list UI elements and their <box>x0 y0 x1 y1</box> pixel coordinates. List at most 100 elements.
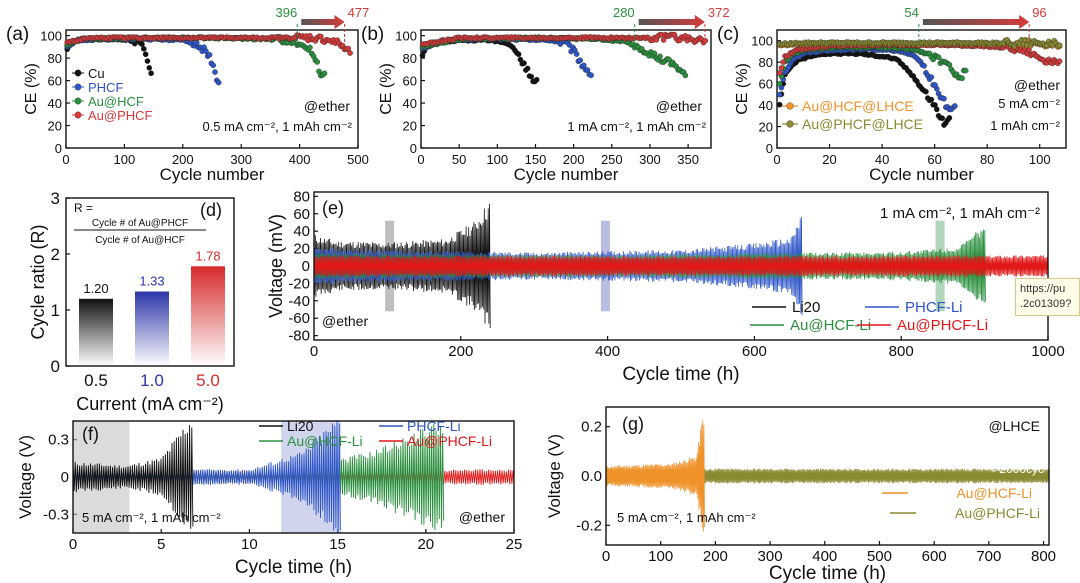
data-point <box>651 50 658 57</box>
y-tick-label: 60 <box>759 77 773 92</box>
legend-label: PHCF-Li <box>407 418 461 434</box>
plot-frame <box>420 29 712 149</box>
y-tick-label: 40 <box>293 223 310 240</box>
y-tick-label: 0 <box>61 469 69 486</box>
legend-label: Cu <box>88 66 105 81</box>
legend-e: Li20 PHCF-Li Au@HCF-Li Au@PHCF-Li <box>750 299 988 334</box>
y-tick-label: 80 <box>48 51 62 66</box>
series-au-phcf <box>419 31 709 48</box>
current-label: 1 mA cm⁻², 1 mAh cm⁻² <box>880 205 1040 222</box>
y-tick-label: -20 <box>288 275 310 292</box>
series-au-phcf-lhce <box>776 37 1063 49</box>
tooltip-line-2: .2c01309? <box>1020 298 1072 310</box>
x-axis-label: Cycle number <box>869 165 974 184</box>
y-tick-label: 3 <box>51 189 60 208</box>
y-tick-label: 0 <box>302 258 310 275</box>
legend-marker <box>786 120 794 128</box>
series-au-phcf-li <box>314 255 1048 277</box>
x-tick-label: 600 <box>742 343 767 360</box>
x-tick-label: 100 <box>486 152 508 167</box>
condition-label: @ether <box>304 98 350 114</box>
x-axis-label: Cycle number <box>514 165 619 184</box>
bar-value-label: 1.78 <box>195 248 220 263</box>
data-point <box>682 72 689 79</box>
url-tooltip[interactable]: https://pu .2c01309? <box>1015 278 1080 316</box>
x-tick-label: 15 <box>329 536 346 553</box>
legend-g: Au@HCF-Li Au@PHCF-Li <box>882 485 1040 521</box>
data-point <box>573 51 580 57</box>
legend-label: PHCF-Li <box>905 299 963 316</box>
x-tick-label: 100 <box>114 152 136 167</box>
y-tick-label: 40 <box>759 98 773 113</box>
data-point <box>935 54 942 61</box>
arrow-end-label: 477 <box>348 5 370 20</box>
legend-label: Au@PHCF-Li <box>897 317 988 334</box>
x-tick-label: 0 <box>69 536 77 553</box>
series-li20 <box>73 425 194 529</box>
y-axis-label: CE (%) <box>23 63 40 115</box>
x-tick-label: 600 <box>922 548 947 565</box>
panel-label: (c) <box>717 24 739 45</box>
y-tick-label: 0.3 <box>48 432 69 449</box>
x-tick-label: 0 <box>62 152 69 167</box>
x-tick-label: 500 <box>347 152 369 167</box>
data-point <box>206 52 213 58</box>
data-point <box>139 41 145 47</box>
x-tick-label: 150 <box>525 152 547 167</box>
x-tick-label: 700 <box>976 548 1001 565</box>
data-point <box>588 72 594 79</box>
x-tick-label: 400 <box>812 548 837 565</box>
data-point <box>959 75 965 82</box>
ratio-denominator: Cycle # of Au@HCF <box>95 235 185 246</box>
data-point <box>776 70 783 76</box>
data-point <box>657 53 663 60</box>
x-tick-label: 0 <box>773 152 780 167</box>
x-tick-label: 200 <box>563 152 585 167</box>
data-point <box>776 91 783 98</box>
plot-frame <box>776 29 1067 149</box>
legend-f: Li20 PHCF-Li Au@HCF-Li Au@PHCF-Li <box>259 418 492 449</box>
x-tick-label: 250 <box>601 152 623 167</box>
bar-value-label: 1.33 <box>139 274 164 289</box>
y-tick-label: 0.2 <box>581 419 602 436</box>
data-point <box>314 59 320 65</box>
x-tick-label: 100 <box>648 548 673 565</box>
y-tick-label: 0 <box>410 141 417 156</box>
x-axis-label: Cycle time (h) <box>235 557 352 578</box>
panel-c: 0 20 40 60 80 100 0 20 40 60 80 100 Cycle number CE (… <box>717 5 1067 184</box>
legend-label: Au@HCF-Li <box>956 485 1032 501</box>
legend-label: Au@HCF-Li <box>790 317 871 334</box>
y-tick-label: 0 <box>51 357 60 376</box>
data-point <box>1056 58 1063 64</box>
data-point <box>142 51 149 58</box>
y-axis-label: Voltage (V) <box>545 434 564 518</box>
data-point <box>666 56 672 63</box>
data-point <box>946 115 953 121</box>
current-label: 5 mA cm⁻², 1 mAh cm⁻² <box>82 510 221 525</box>
arrow-end-label: 372 <box>708 5 730 20</box>
y-axis-label: Cycle ratio (R) <box>28 224 48 339</box>
panel-a: 0 100 200 300 400 500 0 20 40 60 80 100 Cycle number… <box>6 5 369 184</box>
arrow-start-label: 396 <box>276 5 298 20</box>
current-label: 0.5 mA cm⁻², 1 mAh cm⁻² <box>202 119 352 134</box>
x-tick-label: 400 <box>289 152 311 167</box>
current-label: 5 mA cm⁻², 1 mAh cm⁻² <box>617 510 756 525</box>
panel-label: (a) <box>6 24 29 45</box>
x-tick-label: 200 <box>703 548 728 565</box>
legend-label: Li20 <box>792 299 820 316</box>
y-tick-label: 20 <box>759 120 773 135</box>
legend-label: PHCF <box>88 80 123 95</box>
legend-label: Au@PHCF-Li <box>407 433 492 449</box>
x-axis-label: Current (mA cm⁻²) <box>76 394 224 414</box>
x-tick-label: 800 <box>889 343 914 360</box>
panel-g: 0 100 200 300 400 500 600 700 800 -0.2 0.0 0.2 Cycle… <box>545 406 1056 583</box>
data-point <box>141 46 147 52</box>
bar <box>135 291 169 366</box>
x-tick-label: 20 <box>822 152 836 167</box>
y-axis-label: Voltage (mV) <box>266 214 286 318</box>
x-tick-label: 300 <box>758 548 783 565</box>
legend-label: Au@HCF-Li <box>287 433 363 449</box>
panel-label: (d) <box>200 200 222 220</box>
panel-label: (b) <box>361 24 384 45</box>
